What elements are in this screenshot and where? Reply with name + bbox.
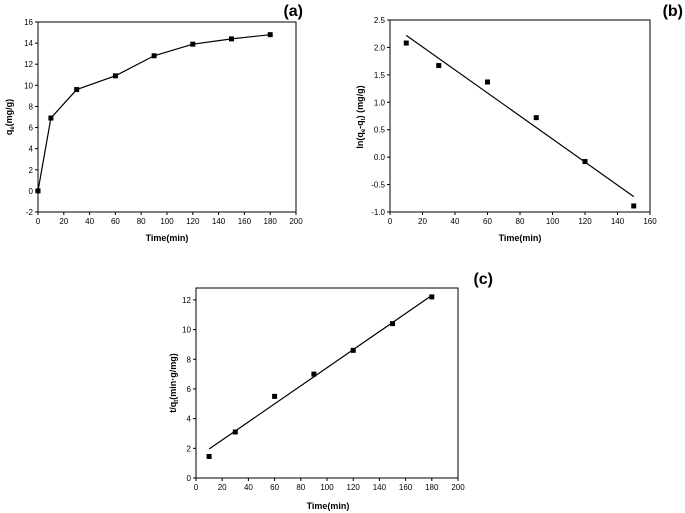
panel-a-y-tick-label: 12 [24, 60, 33, 69]
panel-c: (c) Time(min) t/qt(min·g/mg) 0 20 40 60 80 10… [168, 271, 493, 511]
panel-b-x-tick-label: 0 [388, 217, 393, 226]
panel-c-y-tick-label: 10 [182, 326, 191, 335]
panel-b-x-tick-label: 60 [483, 217, 492, 226]
panel-b-data-point [485, 79, 490, 85]
panel-c-y-tick-label: 4 [187, 415, 192, 424]
panel-c-data-point [232, 429, 238, 435]
panel-c-y-axis-label: t/qt(min·g/mg) [168, 353, 180, 413]
panel-a-y-tick-label: 0 [29, 187, 34, 196]
panel-b-y-tick-label: 0.5 [374, 126, 386, 135]
panel-a-y-tick-label: 2 [29, 166, 34, 175]
panel-a-x-tick-label: 200 [289, 217, 303, 226]
panel-a-y-tick-label: 14 [24, 39, 33, 48]
panel-c-data-point [311, 371, 317, 377]
panel-b-y-tick-label: -0.5 [371, 181, 385, 190]
panel-a-y-tick-label: 4 [29, 145, 34, 154]
panel-a-x-tick-label: 160 [238, 217, 252, 226]
panel-c-label: (c) [473, 271, 493, 288]
panel-b-y-tick-label: 2.5 [374, 16, 386, 25]
panel-b-x-tick-label: 20 [418, 217, 427, 226]
panel-b-y-tick-label: 2.0 [374, 43, 386, 52]
panel-a-label: (a) [283, 3, 303, 20]
panel-a-y-tick-label: 8 [29, 102, 34, 111]
panel-c-y-tick-label: 12 [182, 296, 191, 305]
panel-a-series-line [37, 34, 271, 191]
panel-b-x-tick-label: 120 [578, 217, 592, 226]
panel-c-x-tick-label: 140 [373, 483, 387, 492]
panel-b-y-axis-label: ln(qe-qt) (mg/g) [355, 85, 367, 148]
panel-a-y-tick-label: -2 [26, 208, 34, 217]
panel-a-x-tick-label: 80 [137, 217, 146, 226]
panel-a-data-point [190, 41, 196, 47]
panel-c-x-tick-label: 100 [320, 483, 334, 492]
panel-c-plot-frame [195, 287, 459, 479]
panel-a-x-tick-label: 100 [160, 217, 174, 226]
panel-c-x-tick-label: 200 [451, 483, 465, 492]
panel-b-y-tick-label: 1.5 [374, 71, 386, 80]
panel-a-y-tick-label: 6 [29, 124, 34, 133]
panel-b-y-tick-label: -1.0 [371, 208, 385, 217]
panel-a-plot-frame [37, 21, 297, 213]
panel-a-x-axis-label: Time(min) [146, 233, 189, 243]
panel-b-data-point [631, 203, 637, 209]
panel-c-y-tick-label: 6 [187, 385, 192, 394]
panel-a-x-tick-label: 140 [212, 217, 226, 226]
panel-a-data-point [35, 188, 41, 194]
panel-a-x-tick-label: 20 [59, 217, 68, 226]
panel-c-data-point [272, 393, 278, 399]
panel-a-y-tick-label: 16 [24, 18, 33, 27]
panel-b-data-point [582, 159, 588, 165]
panel-a-data-point [48, 115, 54, 121]
panel-b-y-tick-label: 1.0 [374, 98, 386, 107]
panel-b-x-tick-label: 160 [643, 217, 657, 226]
panel-c-x-tick-label: 160 [399, 483, 413, 492]
panel-a-data-point [151, 53, 157, 59]
panel-c-x-tick-label: 60 [270, 483, 279, 492]
panel-b-data-point [436, 63, 442, 69]
panel-a-x-tick-label: 60 [111, 217, 120, 226]
panel-b-data-point [403, 40, 409, 46]
panel-c-data-point [390, 321, 395, 327]
panel-c-x-axis-label: Time(min) [307, 501, 350, 511]
panel-c-data-point [350, 347, 356, 353]
panel-c-data-point [206, 453, 212, 459]
panel-a-y-axis-label: qe(mg/g) [4, 99, 16, 135]
panel-c-y-tick-label: 8 [187, 355, 192, 364]
panel-a: (a) Time(min) qe(mg/g) 0 20 40 60 80 100 120 14… [4, 3, 303, 243]
panel-a-data-point [267, 32, 273, 38]
panel-b-data-point [533, 115, 539, 121]
panel-a-x-tick-label: 40 [85, 217, 94, 226]
panel-c-x-tick-label: 120 [347, 483, 361, 492]
panel-b-x-tick-label: 140 [611, 217, 625, 226]
panel-b-x-tick-label: 100 [546, 217, 560, 226]
panel-a-data-point [112, 73, 118, 79]
panel-a-data-point [74, 87, 80, 93]
panel-a-data-point [229, 36, 234, 42]
panel-c-fit-line [208, 294, 433, 450]
panel-a-y-tick-label: 10 [24, 81, 33, 90]
panel-b-x-axis-label: Time(min) [499, 233, 542, 243]
panel-c-y-tick-label: 2 [187, 444, 192, 453]
panel-c-x-tick-label: 20 [218, 483, 227, 492]
panel-a-x-tick-label: 120 [186, 217, 200, 226]
panel-b: (b) Time(min) ln(qe-qt) (mg/g) 0 20 40 60 80… [355, 3, 683, 243]
panel-b-fit-line [405, 34, 635, 198]
panel-c-data-point [429, 294, 435, 300]
panel-a-x-tick-label: 0 [36, 217, 41, 226]
panel-c-x-tick-label: 40 [244, 483, 253, 492]
panel-b-x-tick-label: 80 [516, 217, 525, 226]
panel-b-label: (b) [663, 3, 683, 20]
panel-b-y-tick-label: 0.0 [374, 153, 386, 162]
panel-c-x-tick-label: 180 [425, 483, 439, 492]
panel-c-y-tick-label: 0 [187, 474, 192, 483]
panel-c-x-tick-label: 80 [296, 483, 305, 492]
panel-a-x-tick-label: 180 [264, 217, 278, 226]
panel-c-x-tick-label: 0 [194, 483, 199, 492]
panel-b-x-tick-label: 40 [451, 217, 460, 226]
